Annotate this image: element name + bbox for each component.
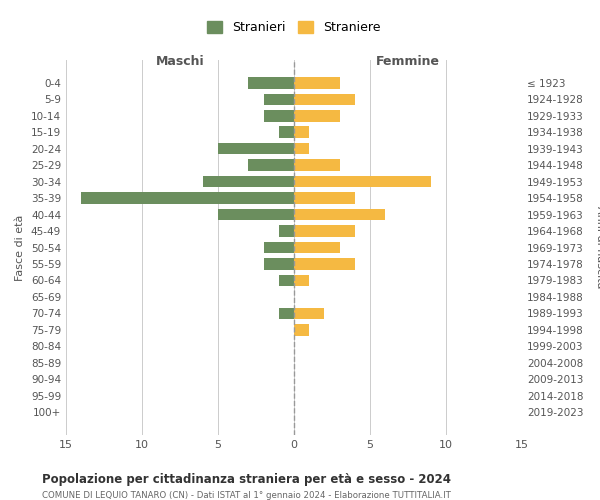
Bar bbox=[279, 126, 294, 138]
Bar bbox=[294, 258, 355, 270]
Bar bbox=[218, 143, 294, 154]
Bar bbox=[263, 110, 294, 122]
Bar bbox=[279, 308, 294, 319]
Bar bbox=[294, 143, 309, 154]
Legend: Stranieri, Straniere: Stranieri, Straniere bbox=[207, 21, 381, 34]
Bar bbox=[263, 94, 294, 105]
Bar bbox=[294, 324, 309, 336]
Bar bbox=[294, 274, 309, 286]
Bar bbox=[279, 274, 294, 286]
Bar bbox=[294, 94, 355, 105]
Bar bbox=[294, 110, 340, 122]
Bar bbox=[279, 226, 294, 237]
Bar bbox=[248, 77, 294, 88]
Bar bbox=[294, 192, 355, 204]
Bar bbox=[203, 176, 294, 188]
Y-axis label: Fasce di età: Fasce di età bbox=[16, 214, 25, 280]
Bar bbox=[294, 176, 431, 188]
Bar bbox=[81, 192, 294, 204]
Bar bbox=[294, 126, 309, 138]
Bar bbox=[294, 160, 340, 171]
Bar bbox=[248, 160, 294, 171]
Text: Popolazione per cittadinanza straniera per età e sesso - 2024: Popolazione per cittadinanza straniera p… bbox=[42, 472, 451, 486]
Bar bbox=[294, 242, 340, 254]
Text: Maschi: Maschi bbox=[155, 55, 205, 68]
Bar bbox=[294, 226, 355, 237]
Text: Femmine: Femmine bbox=[376, 55, 440, 68]
Bar bbox=[294, 209, 385, 220]
Bar bbox=[218, 209, 294, 220]
Bar bbox=[263, 242, 294, 254]
Text: COMUNE DI LEQUIO TANARO (CN) - Dati ISTAT al 1° gennaio 2024 - Elaborazione TUTT: COMUNE DI LEQUIO TANARO (CN) - Dati ISTA… bbox=[42, 491, 451, 500]
Bar bbox=[294, 308, 325, 319]
Bar bbox=[294, 77, 340, 88]
Bar bbox=[263, 258, 294, 270]
Y-axis label: Anni di nascita: Anni di nascita bbox=[595, 206, 600, 289]
